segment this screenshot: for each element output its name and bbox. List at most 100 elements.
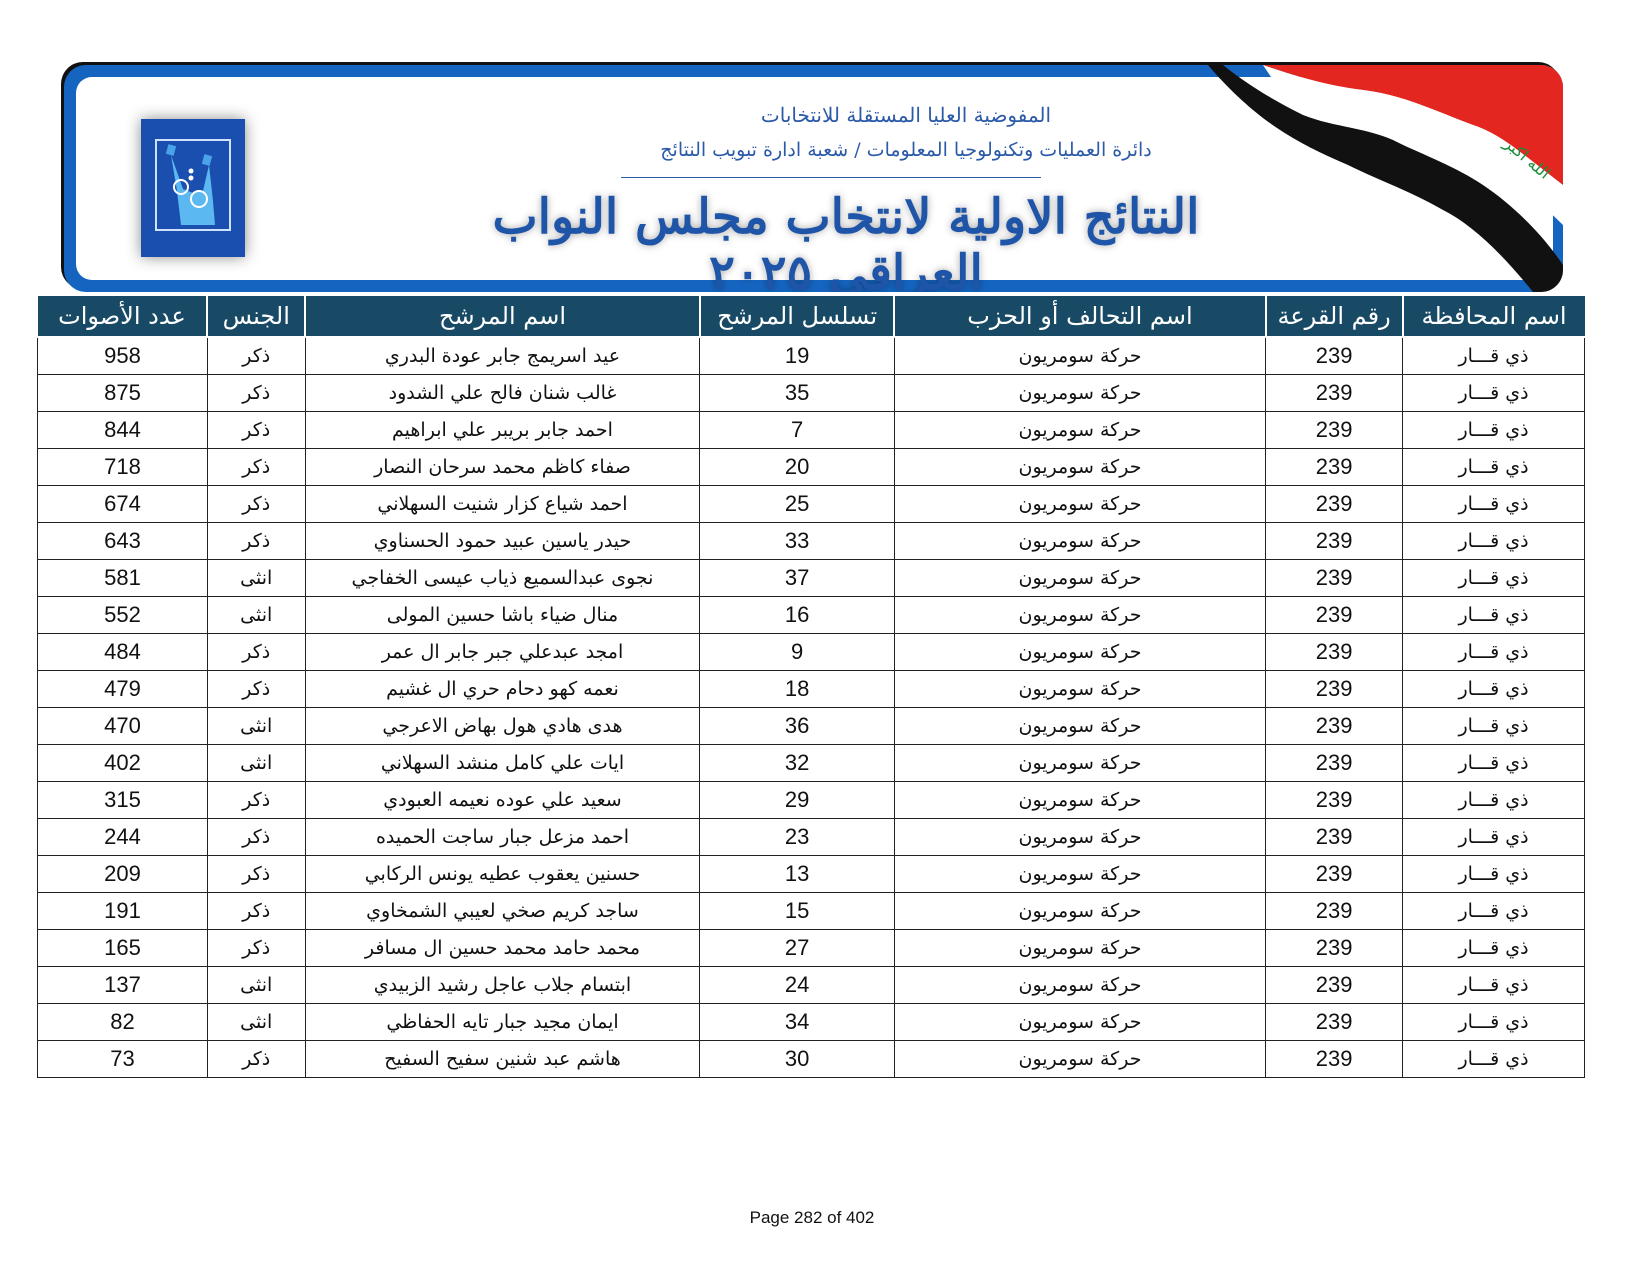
- table-row: ذي قـــار 239 حركة سومريون 27 محمد حامد محمد…: [37, 929, 1585, 967]
- cell-province: ذي قـــار: [1402, 485, 1585, 523]
- table-row: ذي قـــار 239 حركة سومريون 33 حيدر ياسين عبي…: [37, 522, 1585, 560]
- cell-candidate-name: نعمه كهو دحام حري ال غشيم: [304, 670, 701, 708]
- cell-votes: 844: [37, 411, 208, 449]
- cell-party: حركة سومريون: [893, 892, 1267, 930]
- table-row: ذي قـــار 239 حركة سومريون 16 منال ضياء باشا…: [37, 596, 1585, 634]
- cell-candidate-seq: 32: [699, 744, 895, 782]
- cell-list-number: 239: [1265, 522, 1404, 560]
- cell-province: ذي قـــار: [1402, 707, 1585, 745]
- cell-party: حركة سومريون: [893, 744, 1267, 782]
- cell-candidate-name: امجد عبدعلي جبر جابر ال عمر: [304, 633, 701, 671]
- cell-province: ذي قـــار: [1402, 1040, 1585, 1078]
- cell-list-number: 239: [1265, 670, 1404, 708]
- cell-party: حركة سومريون: [893, 374, 1267, 412]
- logo-frame: [155, 139, 231, 231]
- cell-province: ذي قـــار: [1402, 670, 1585, 708]
- cell-votes: 165: [37, 929, 208, 967]
- cell-province: ذي قـــار: [1402, 929, 1585, 967]
- table-row: ذي قـــار 239 حركة سومريون 37 نجوى عبدالسميع…: [37, 559, 1585, 597]
- column-header-province: اسم المحافظة: [1401, 296, 1585, 338]
- cell-candidate-seq: 19: [699, 336, 895, 375]
- cell-candidate-name: احمد جابر بريبر علي ابراهيم: [304, 411, 701, 449]
- table-row: ذي قـــار 239 حركة سومريون 13 حسنين يعقوب عط…: [37, 855, 1585, 893]
- cell-candidate-seq: 23: [699, 818, 895, 856]
- cell-party: حركة سومريون: [893, 781, 1267, 819]
- cell-votes: 552: [37, 596, 208, 634]
- table-row: ذي قـــار 239 حركة سومريون 29 سعيد علي عوده …: [37, 781, 1585, 819]
- cell-candidate-seq: 7: [699, 411, 895, 449]
- cell-list-number: 239: [1265, 744, 1404, 782]
- cell-votes: 402: [37, 744, 208, 782]
- cell-votes: 191: [37, 892, 208, 930]
- cell-candidate-name: هاشم عبد شنين سفيح السفيح: [304, 1040, 701, 1078]
- cell-list-number: 239: [1265, 559, 1404, 597]
- cell-votes: 137: [37, 966, 208, 1004]
- cell-gender: ذكر: [206, 818, 306, 856]
- cell-gender: ذكر: [206, 336, 306, 375]
- cell-province: ذي قـــار: [1402, 781, 1585, 819]
- cell-candidate-seq: 20: [699, 448, 895, 486]
- cell-candidate-name: حسنين يعقوب عطيه يونس الركابي: [304, 855, 701, 893]
- cell-votes: 484: [37, 633, 208, 671]
- cell-gender: ذكر: [206, 855, 306, 893]
- cell-gender: ذكر: [206, 485, 306, 523]
- cell-candidate-name: ايمان مجيد جبار تايه الحفاظي: [304, 1003, 701, 1041]
- cell-votes: 643: [37, 522, 208, 560]
- column-header-candidate-name: اسم المرشح: [304, 296, 701, 338]
- table-row: ذي قـــار 239 حركة سومريون 23 احمد مزعل جبار…: [37, 818, 1585, 856]
- cell-party: حركة سومريون: [893, 670, 1267, 708]
- cell-candidate-seq: 16: [699, 596, 895, 634]
- cell-candidate-name: ساجد كريم صخي لعيبي الشمخاوي: [304, 892, 701, 930]
- table-row: ذي قـــار 239 حركة سومريون 7 احمد جابر بريبر…: [37, 411, 1585, 449]
- cell-list-number: 239: [1265, 633, 1404, 671]
- cell-votes: 73: [37, 1040, 208, 1078]
- cell-party: حركة سومريون: [893, 929, 1267, 967]
- table-row: ذي قـــار 239 حركة سومريون 32 ايات علي كامل …: [37, 744, 1585, 782]
- cell-candidate-name: ايات علي كامل منشد السهلاني: [304, 744, 701, 782]
- cell-province: ذي قـــار: [1402, 374, 1585, 412]
- cell-candidate-seq: 33: [699, 522, 895, 560]
- table-row: ذي قـــار 239 حركة سومريون 25 احمد شياع كزار…: [37, 485, 1585, 523]
- column-header-candidate-seq: تسلسل المرشح: [698, 296, 896, 338]
- table-row: ذي قـــار 239 حركة سومريون 34 ايمان مجيد جبا…: [37, 1003, 1585, 1041]
- cell-list-number: 239: [1265, 485, 1404, 523]
- cell-candidate-seq: 24: [699, 966, 895, 1004]
- cell-list-number: 239: [1265, 892, 1404, 930]
- cell-candidate-seq: 34: [699, 1003, 895, 1041]
- cell-candidate-name: محمد حامد محمد حسين ال مسافر: [304, 929, 701, 967]
- cell-list-number: 239: [1265, 336, 1404, 375]
- cell-candidate-seq: 36: [699, 707, 895, 745]
- cell-votes: 479: [37, 670, 208, 708]
- cell-province: ذي قـــار: [1402, 966, 1585, 1004]
- column-header-gender: الجنس: [206, 296, 307, 338]
- cell-votes: 82: [37, 1003, 208, 1041]
- cell-province: ذي قـــار: [1402, 336, 1585, 375]
- cell-province: ذي قـــار: [1402, 892, 1585, 930]
- voters-icon: [165, 144, 215, 225]
- cell-party: حركة سومريون: [893, 559, 1267, 597]
- cell-candidate-seq: 30: [699, 1040, 895, 1078]
- cell-party: حركة سومريون: [893, 485, 1267, 523]
- cell-list-number: 239: [1265, 818, 1404, 856]
- cell-province: ذي قـــار: [1402, 633, 1585, 671]
- cell-party: حركة سومريون: [893, 596, 1267, 634]
- table-header-row: اسم المحافظة رقم القرعة اسم التحالف أو الح…: [37, 296, 1585, 338]
- cell-party: حركة سومريون: [893, 448, 1267, 486]
- cell-gender: ذكر: [206, 892, 306, 930]
- cell-candidate-name: منال ضياء باشا حسين المولى: [304, 596, 701, 634]
- cell-party: حركة سومريون: [893, 336, 1267, 375]
- cell-party: حركة سومريون: [893, 707, 1267, 745]
- cell-votes: 244: [37, 818, 208, 856]
- cell-candidate-name: هدى هادي هول بهاض الاعرجي: [304, 707, 701, 745]
- cell-votes: 315: [37, 781, 208, 819]
- page-number: Page 282 of 402: [749, 1208, 875, 1227]
- table-row: ذي قـــار 239 حركة سومريون 35 غالب شنان فالح…: [37, 374, 1585, 412]
- cell-gender: ذكر: [206, 411, 306, 449]
- cell-gender: انثى: [206, 707, 306, 745]
- cell-candidate-name: حيدر ياسين عبيد حمود الحسناوي: [304, 522, 701, 560]
- cell-candidate-seq: 35: [699, 374, 895, 412]
- cell-gender: انثى: [206, 596, 306, 634]
- cell-list-number: 239: [1265, 374, 1404, 412]
- cell-gender: انثى: [206, 966, 306, 1004]
- cell-candidate-name: غالب شنان فالح علي الشدود: [304, 374, 701, 412]
